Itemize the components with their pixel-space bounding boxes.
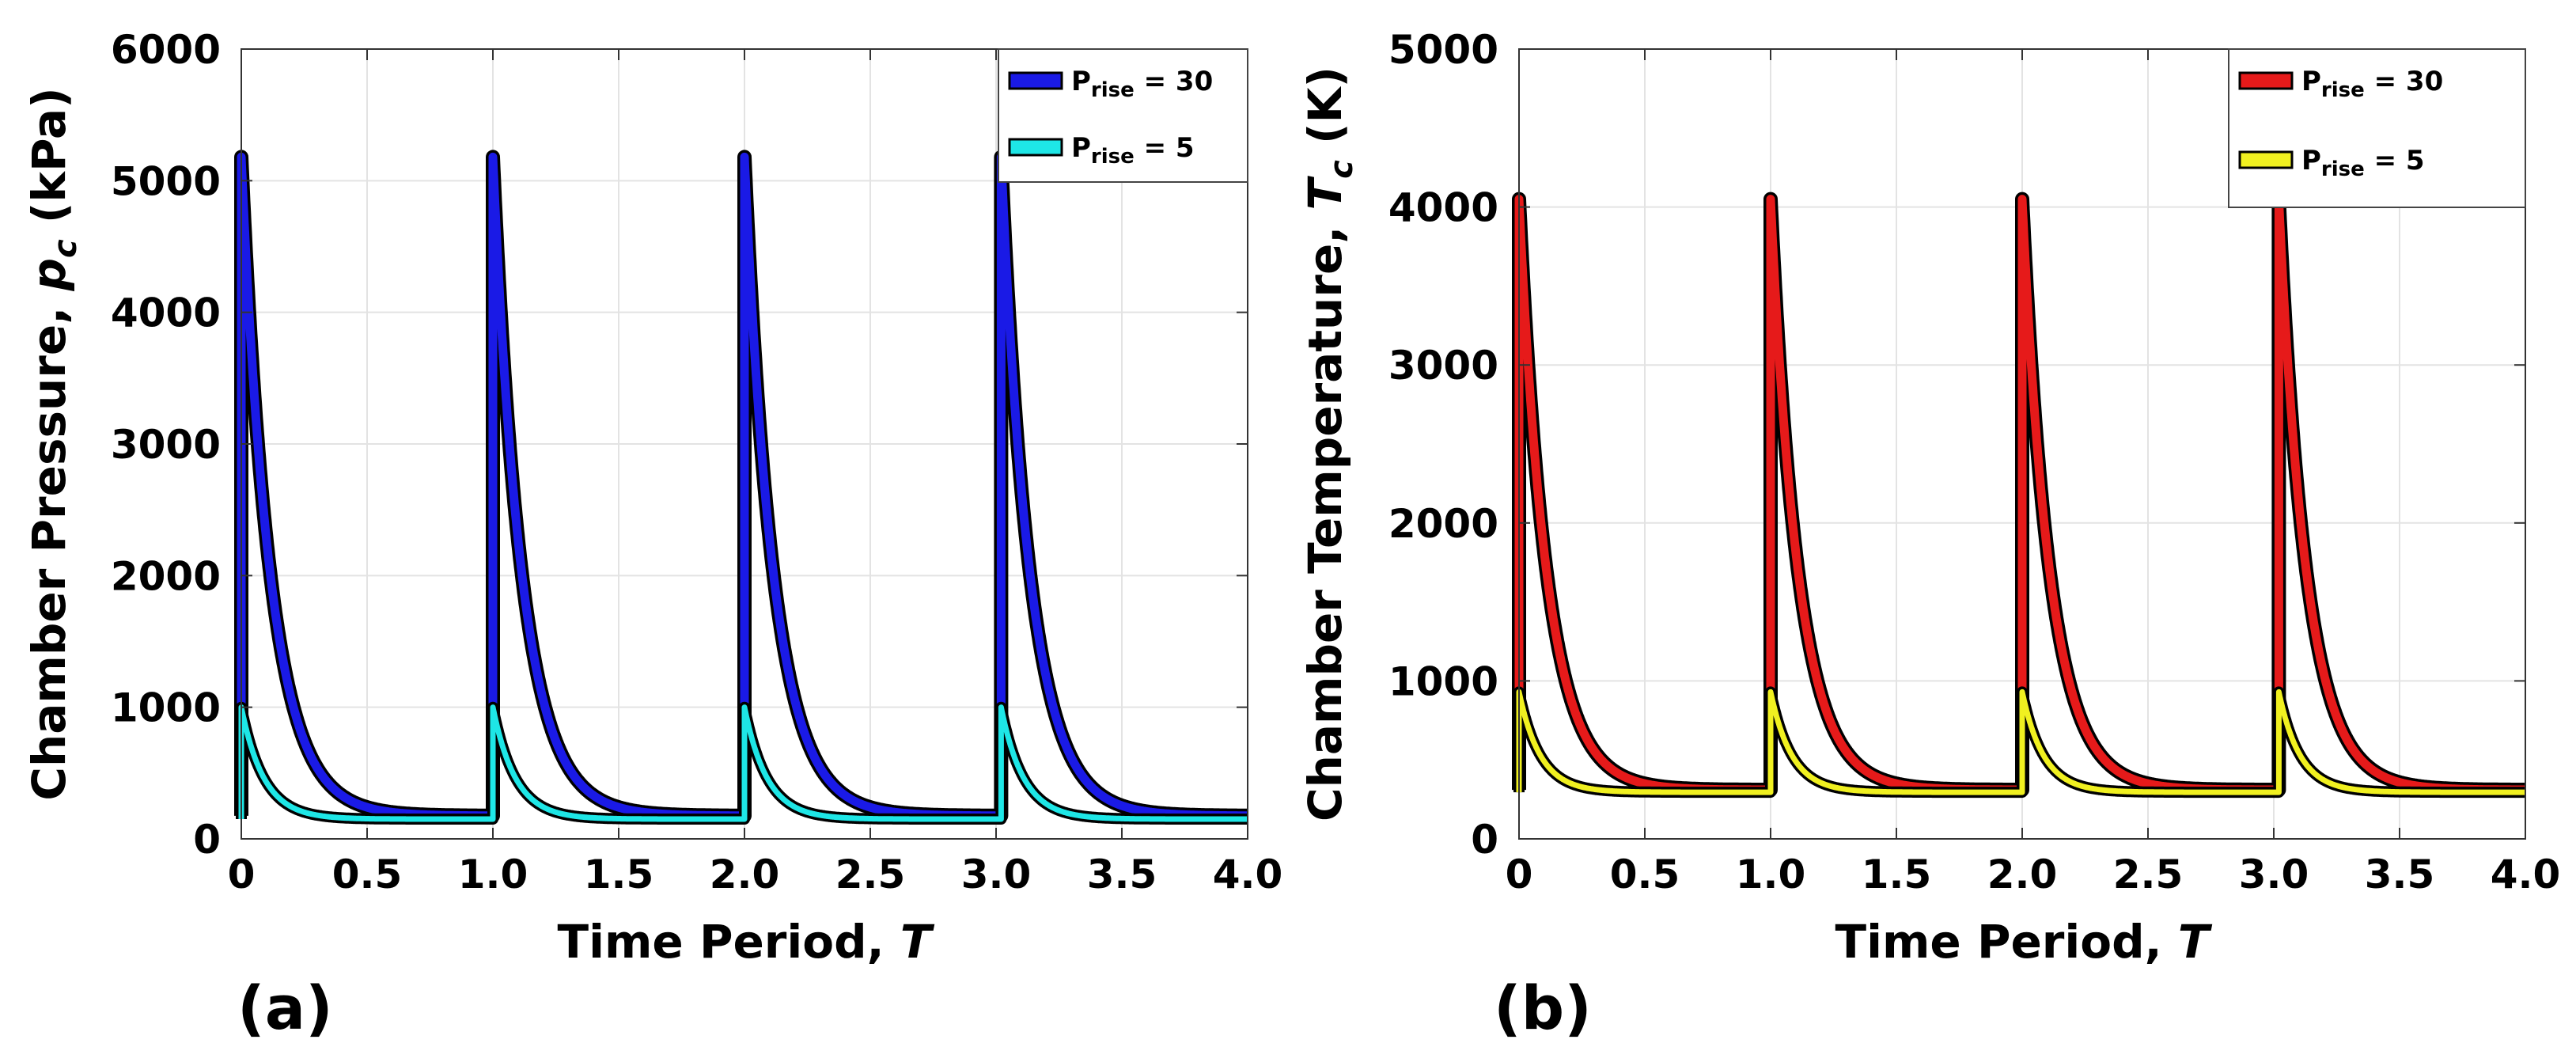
y-tick-label: 3000 — [1388, 343, 1498, 389]
x-tick-label: 0.5 — [1610, 852, 1680, 897]
y-tick-label: 4000 — [111, 290, 221, 336]
x-tick-label: 0 — [1506, 852, 1533, 897]
y-axis-label: Chamber Pressure, pc (kPa) — [22, 87, 84, 800]
legend-entry-label: Prise = 5 — [2301, 145, 2425, 181]
y-tick-label: 0 — [193, 817, 221, 863]
y-tick-label: 1000 — [1388, 658, 1498, 704]
y-tick-label: 1000 — [111, 685, 221, 731]
y-tick-label: 0 — [1471, 817, 1498, 863]
x-axis-label: Time Period, T — [558, 915, 935, 969]
panel-label: (b) — [1494, 973, 1592, 1043]
legend-entry-label: Prise = 30 — [2301, 66, 2443, 102]
x-tick-label: 2.5 — [835, 852, 906, 897]
series-line — [1516, 689, 2528, 795]
y-tick-label: 5000 — [111, 158, 221, 204]
legend-swatch — [1008, 71, 1063, 90]
legend-entry-label: Prise = 5 — [1071, 132, 1195, 169]
series-prise--5 — [1513, 686, 2531, 799]
panel-a-pressure-chart: 0 0.5 1.0 1.5 2.0 2.5 3.0 3.5 4.0 0 1000 2000 3000 40… — [22, 27, 1282, 1043]
x-tick-label: 1.0 — [1736, 852, 1806, 897]
legend-entry-label: Prise = 30 — [1071, 66, 1213, 102]
x-tick-label: 4.0 — [1213, 852, 1283, 897]
y-axis-label: Chamber Temperature, Tc (K) — [1298, 66, 1360, 821]
legend-swatch — [1008, 138, 1063, 157]
x-tick-label: 0 — [228, 852, 256, 897]
legend-box — [998, 48, 1248, 183]
x-tick-label: 3.5 — [2365, 852, 2435, 897]
legend-swatch — [2238, 150, 2294, 169]
series-prise--5 — [236, 701, 1253, 825]
panel-b-temperature-chart: 0 0.5 1.0 1.5 2.0 2.5 3.0 3.5 4.0 0 1000 2000 3000 40… — [1298, 27, 2560, 1043]
x-tick-label: 3.0 — [961, 852, 1032, 897]
x-tick-label: 1.5 — [1862, 852, 1932, 897]
legend-swatch — [2238, 71, 2294, 90]
y-tick-label: 4000 — [1388, 185, 1498, 231]
y-tick-label: 5000 — [1388, 27, 1498, 73]
legend: Prise = 30 Prise = 5 — [998, 48, 1248, 183]
panel-label: (a) — [237, 973, 333, 1043]
x-tick-label: 4.0 — [2491, 852, 2561, 897]
y-tick-label: 3000 — [111, 422, 221, 468]
x-tick-label: 2.0 — [710, 852, 780, 897]
x-tick-label: 2.0 — [1987, 852, 2058, 897]
x-tick-label: 3.0 — [2239, 852, 2309, 897]
x-tick-label: 0.5 — [332, 852, 403, 897]
x-axis-label: Time Period, T — [1835, 915, 2213, 969]
y-tick-label: 2000 — [1388, 501, 1498, 547]
x-tick-label: 1.5 — [584, 852, 654, 897]
series-line — [238, 704, 1250, 822]
y-tick-label: 6000 — [111, 27, 221, 73]
y-tick-label: 2000 — [111, 553, 221, 599]
x-tick-label: 2.5 — [2113, 852, 2184, 897]
x-tick-label: 3.5 — [1087, 852, 1157, 897]
x-tick-label: 1.0 — [458, 852, 528, 897]
legend: Prise = 30 Prise = 5 — [2228, 48, 2526, 208]
